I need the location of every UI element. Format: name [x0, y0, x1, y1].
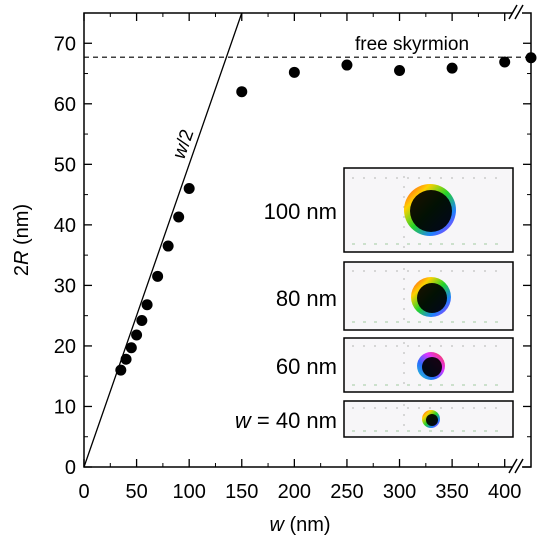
- data-point: [173, 211, 185, 223]
- data-points: [115, 52, 537, 376]
- x-tick-label: 250: [330, 481, 363, 503]
- y-tick-label: 50: [54, 154, 76, 176]
- inset-40nm-label: w = 40 nm: [235, 408, 337, 433]
- data-point: [288, 66, 300, 78]
- y-tick-label: 70: [54, 33, 76, 55]
- reference-lines: [83, 12, 531, 468]
- data-point: [141, 299, 153, 311]
- axis-break-top: [508, 4, 524, 20]
- y-tick-label: 10: [54, 396, 76, 418]
- inset-60nm-label: 60 nm: [276, 354, 337, 379]
- y-tick-label: 30: [54, 275, 76, 297]
- inset-100nm: 100 nm: [264, 167, 514, 253]
- x-tick-label: 0: [78, 481, 89, 503]
- data-point: [499, 56, 511, 68]
- data-point: [152, 270, 164, 282]
- y-tick-labels: 0 10 20 30 40 50 60 70: [54, 33, 76, 479]
- y-tick-label: 0: [65, 457, 76, 479]
- data-point: [394, 65, 406, 77]
- inset-60nm: 60 nm: [276, 337, 514, 393]
- axis-break-bottom: [508, 458, 524, 474]
- free-skyrmion-label-bg: [353, 34, 472, 53]
- inset-80nm-label: 80 nm: [276, 286, 337, 311]
- x-tick-label: 400: [488, 481, 521, 503]
- x-tick-label: 350: [435, 481, 468, 503]
- y-tick-label: 20: [54, 336, 76, 358]
- data-point: [125, 342, 137, 354]
- w-over-2-label: w/2: [169, 127, 198, 162]
- y-axis-title: 2R (nm): [11, 204, 33, 276]
- data-point: [341, 59, 353, 71]
- w-over-2-line: [83, 12, 243, 468]
- plot-frame: [83, 12, 532, 468]
- x-tick-label: 300: [383, 481, 416, 503]
- x-tick-label: 100: [172, 481, 205, 503]
- data-point: [183, 183, 195, 195]
- inset-100nm-arrows: [352, 176, 505, 248]
- x-tick-label: 50: [125, 481, 147, 503]
- inset-100nm-label: 100 nm: [264, 199, 337, 224]
- data-point: [115, 364, 127, 376]
- tick-marks: [83, 13, 531, 468]
- x-tick-label: 200: [278, 481, 311, 503]
- x-tick-label: 150: [225, 481, 258, 503]
- x-axis-title: w (nm): [269, 514, 330, 536]
- x-tick-labels: 0 50 100 150 200 250 300 350 400: [78, 481, 521, 503]
- data-point: [525, 52, 537, 64]
- data-point: [136, 315, 148, 327]
- data-point: [162, 240, 174, 252]
- free-skyrmion-label: free skyrmion: [355, 34, 469, 55]
- data-point: [131, 329, 143, 341]
- data-point: [120, 353, 132, 365]
- inset-40nm: w = 40 nm: [235, 400, 514, 438]
- y-tick-label: 40: [54, 215, 76, 237]
- data-point: [446, 62, 458, 74]
- y-tick-label: 60: [54, 94, 76, 116]
- data-point: [236, 86, 248, 98]
- inset-80nm: 80 nm: [276, 261, 514, 331]
